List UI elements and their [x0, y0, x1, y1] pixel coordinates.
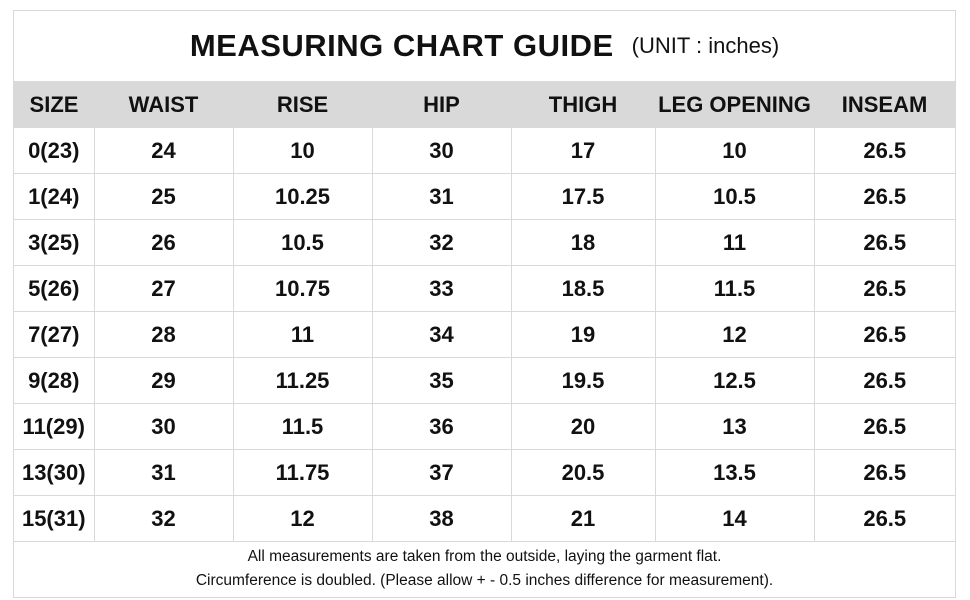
cell-hip: 30 — [372, 128, 512, 174]
col-header-thigh: THIGH — [511, 81, 655, 128]
cell-thigh: 19.5 — [511, 357, 656, 404]
unit-label: (UNIT : inches) — [631, 33, 780, 58]
cell-waist: 30 — [94, 403, 234, 450]
cell-thigh: 20.5 — [511, 449, 656, 496]
cell-waist: 32 — [94, 495, 234, 542]
cell-hip: 37 — [372, 449, 512, 496]
cell-hip: 34 — [372, 311, 512, 358]
cell-thigh: 18.5 — [511, 265, 656, 312]
cell-hip: 31 — [372, 173, 512, 220]
cell-waist: 29 — [94, 357, 234, 404]
cell-rise: 11 — [233, 311, 373, 358]
cell-waist: 31 — [94, 449, 234, 496]
footer-note-line-2: Circumference is doubled. (Please allow … — [195, 572, 774, 589]
cell-inseam: 26.5 — [814, 403, 955, 450]
table-header-row: SIZE WAIST RISE HIP THIGH LEG OPENING IN… — [14, 81, 955, 128]
cell-hip: 33 — [372, 265, 512, 312]
cell-thigh: 21 — [511, 495, 656, 542]
cell-leg-opening: 12.5 — [655, 357, 815, 404]
col-header-hip: HIP — [372, 81, 511, 128]
cell-hip: 36 — [372, 403, 512, 450]
cell-leg-opening: 10 — [655, 128, 815, 174]
cell-waist: 27 — [94, 265, 234, 312]
cell-thigh: 19 — [511, 311, 656, 358]
cell-rise: 10.75 — [233, 265, 373, 312]
table-row: 0(23) 24 10 30 17 10 26.5 — [14, 128, 955, 174]
cell-inseam: 26.5 — [814, 265, 955, 312]
cell-leg-opening: 13.5 — [655, 449, 815, 496]
col-header-size: SIZE — [14, 81, 94, 128]
table-row: 5(26) 27 10.75 33 18.5 11.5 26.5 — [14, 265, 955, 312]
col-header-inseam: INSEAM — [814, 81, 955, 128]
cell-size: 3(25) — [14, 219, 95, 266]
cell-size: 7(27) — [14, 311, 95, 358]
chart-title: MEASURING CHART GUIDE — [189, 28, 614, 63]
cell-leg-opening: 11 — [655, 219, 815, 266]
table-row: 11(29) 30 11.5 36 20 13 26.5 — [14, 403, 955, 450]
table-row: 15(31) 32 12 38 21 14 26.5 — [14, 495, 955, 542]
cell-size: 13(30) — [14, 449, 95, 496]
cell-inseam: 26.5 — [814, 219, 955, 266]
cell-rise: 10.25 — [233, 173, 373, 220]
cell-inseam: 26.5 — [814, 449, 955, 496]
footer-note: All measurements are taken from the outs… — [14, 542, 955, 593]
col-header-waist: WAIST — [94, 81, 233, 128]
cell-size: 11(29) — [14, 403, 95, 450]
cell-leg-opening: 14 — [655, 495, 815, 542]
cell-rise: 10.5 — [233, 219, 373, 266]
cell-leg-opening: 11.5 — [655, 265, 815, 312]
footer-note-line-1: All measurements are taken from the outs… — [247, 548, 722, 565]
cell-leg-opening: 12 — [655, 311, 815, 358]
size-table: SIZE WAIST RISE HIP THIGH LEG OPENING IN… — [14, 81, 955, 542]
table-row: 3(25) 26 10.5 32 18 11 26.5 — [14, 219, 955, 266]
col-header-rise: RISE — [233, 81, 372, 128]
cell-rise: 11.25 — [233, 357, 373, 404]
cell-size: 1(24) — [14, 173, 95, 220]
table-row: 9(28) 29 11.25 35 19.5 12.5 26.5 — [14, 357, 955, 404]
cell-rise: 12 — [233, 495, 373, 542]
table-row: 7(27) 28 11 34 19 12 26.5 — [14, 311, 955, 358]
cell-inseam: 26.5 — [814, 128, 955, 174]
cell-waist: 25 — [94, 173, 234, 220]
col-header-leg-opening: LEG OPENING — [655, 81, 814, 128]
cell-waist: 26 — [94, 219, 234, 266]
cell-size: 15(31) — [14, 495, 95, 542]
cell-inseam: 26.5 — [814, 173, 955, 220]
cell-size: 0(23) — [14, 128, 95, 174]
cell-leg-opening: 10.5 — [655, 173, 815, 220]
cell-thigh: 17.5 — [511, 173, 656, 220]
cell-thigh: 20 — [511, 403, 656, 450]
cell-rise: 11.75 — [233, 449, 373, 496]
cell-waist: 24 — [94, 128, 234, 174]
table-row: 13(30) 31 11.75 37 20.5 13.5 26.5 — [14, 449, 955, 496]
cell-hip: 32 — [372, 219, 512, 266]
cell-thigh: 17 — [511, 128, 656, 174]
cell-leg-opening: 13 — [655, 403, 815, 450]
cell-inseam: 26.5 — [814, 311, 955, 358]
table-row: 1(24) 25 10.25 31 17.5 10.5 26.5 — [14, 173, 955, 220]
cell-inseam: 26.5 — [814, 495, 955, 542]
measuring-chart: MEASURING CHART GUIDE (UNIT : inches) SI… — [13, 10, 956, 598]
cell-size: 5(26) — [14, 265, 95, 312]
title-row: MEASURING CHART GUIDE (UNIT : inches) — [14, 11, 955, 81]
cell-inseam: 26.5 — [814, 357, 955, 404]
cell-hip: 38 — [372, 495, 512, 542]
cell-waist: 28 — [94, 311, 234, 358]
cell-rise: 10 — [233, 128, 373, 174]
cell-thigh: 18 — [511, 219, 656, 266]
cell-rise: 11.5 — [233, 403, 373, 450]
cell-hip: 35 — [372, 357, 512, 404]
cell-size: 9(28) — [14, 357, 95, 404]
